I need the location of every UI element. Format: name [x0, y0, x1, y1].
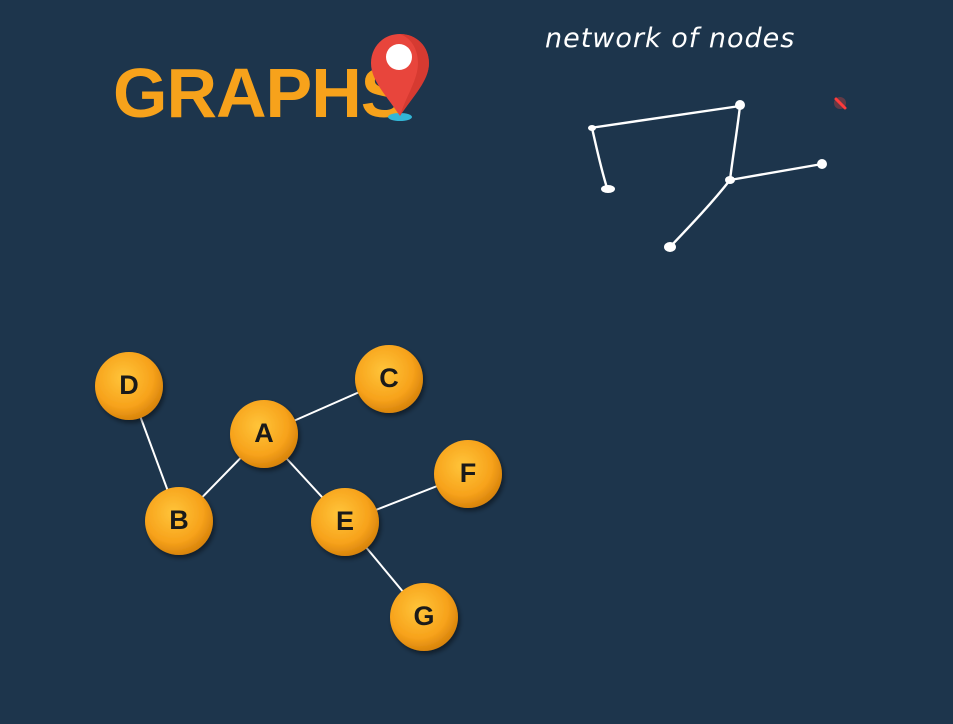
node-circle	[390, 583, 458, 651]
node-label: F	[460, 458, 477, 488]
sketch-node	[817, 159, 827, 169]
node-label: B	[169, 505, 189, 535]
sketch-edge	[590, 126, 609, 190]
node-label: C	[379, 363, 399, 393]
node-circle	[311, 488, 379, 556]
node-f: F	[434, 440, 502, 508]
sketch-node	[588, 125, 596, 131]
location-pin-icon	[371, 34, 429, 121]
node-label: E	[336, 506, 354, 536]
node-label: G	[413, 601, 434, 631]
sketch-node	[664, 242, 676, 252]
node-c: C	[355, 345, 423, 413]
sketch-network	[588, 104, 824, 249]
sketch-edge	[588, 104, 742, 130]
node-circle	[355, 345, 423, 413]
node-label: A	[254, 418, 274, 448]
node-d: D	[95, 352, 163, 420]
sketch-node	[735, 100, 745, 110]
node-circle	[230, 400, 298, 468]
node-circle	[434, 440, 502, 508]
sketch-node	[725, 176, 735, 184]
handwritten-annotation: network of nodes	[545, 23, 795, 54]
node-b: B	[145, 487, 213, 555]
page-title: GRAPHS	[113, 54, 406, 132]
sketch-edge	[728, 162, 824, 182]
sketch-edge	[728, 104, 742, 182]
sketch-edge	[668, 178, 732, 249]
node-g: G	[390, 583, 458, 651]
node-e: E	[311, 488, 379, 556]
sketch-node	[601, 185, 615, 193]
node-a: A	[230, 400, 298, 468]
sketch-nodes	[588, 100, 827, 252]
node-label: D	[119, 370, 139, 400]
pen-cursor-icon	[834, 97, 847, 110]
graph-nodes: D C A F B E G	[95, 345, 502, 651]
node-circle	[95, 352, 163, 420]
node-circle	[145, 487, 213, 555]
